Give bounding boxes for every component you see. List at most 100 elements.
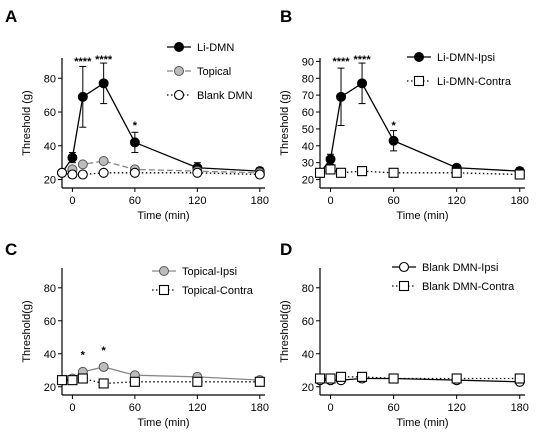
x-tick-label: 120 xyxy=(447,195,465,207)
significance-label: **** xyxy=(332,56,350,68)
y-axis-title: Threshold (g) xyxy=(21,90,33,155)
series-2-point xyxy=(451,373,462,384)
series-2-point xyxy=(129,376,140,387)
y-tick-label: 60 xyxy=(302,316,314,328)
x-axis-title: Time (min) xyxy=(396,210,448,222)
y-axis-title: Threshold(g) xyxy=(21,300,33,362)
series-2-point xyxy=(325,164,336,175)
legend-label-1: Li-DMN-Ipsi xyxy=(437,52,495,64)
x-tick-label: 60 xyxy=(387,402,399,414)
series-2-point xyxy=(514,169,525,180)
series-2-point xyxy=(77,373,88,384)
series-2-point xyxy=(254,376,265,387)
y-axis-title: Threshold(g) xyxy=(279,300,291,362)
series-line-1 xyxy=(61,366,260,381)
panel-letter-b: B xyxy=(280,7,292,26)
y-tick-label: 60 xyxy=(44,107,56,119)
series-line-2 xyxy=(62,377,260,385)
series-3-point xyxy=(129,167,140,178)
y-tick-label: 40 xyxy=(302,349,314,361)
panel-letter-a: A xyxy=(5,7,17,26)
legend-marker-2 xyxy=(413,75,425,87)
y-axis-title: Threshold (g) xyxy=(279,90,291,155)
x-tick-label: 0 xyxy=(327,195,333,207)
series-1-point xyxy=(129,137,140,148)
legend-marker-1 xyxy=(414,52,424,62)
series-3-point xyxy=(56,167,68,178)
y-tick-label: 50 xyxy=(302,124,314,136)
x-tick-label: 180 xyxy=(251,402,269,414)
series-2-point xyxy=(67,375,78,386)
series-2-point xyxy=(98,378,109,389)
x-tick-label: 120 xyxy=(188,195,206,207)
series-3-point xyxy=(67,169,78,180)
panel-letter-c: C xyxy=(5,240,17,259)
legend-marker-1 xyxy=(159,266,169,276)
x-tick-label: 0 xyxy=(69,195,75,207)
y-tick-label: 20 xyxy=(44,175,56,187)
legend-label-2: Blank DMN-Contra xyxy=(422,281,515,293)
legend-marker-3 xyxy=(173,89,185,101)
legend-label-2: Li-DMN-Contra xyxy=(437,76,512,88)
y-tick-label: 80 xyxy=(302,73,314,85)
legend-label-1: Topical-Ipsi xyxy=(182,266,237,278)
y-tick-label: 40 xyxy=(44,349,56,361)
x-tick-label: 0 xyxy=(69,402,75,414)
series-2-point xyxy=(335,167,347,178)
y-tick-label: 80 xyxy=(44,73,56,85)
legend-label-3: Blank DMN xyxy=(197,90,253,102)
series-2-point xyxy=(325,373,336,384)
legend-marker-2 xyxy=(174,66,184,76)
significance-label: * xyxy=(102,345,107,357)
significance-label: * xyxy=(81,350,86,362)
x-tick-label: 180 xyxy=(511,402,529,414)
series-line-1 xyxy=(319,82,520,174)
legend-marker-1 xyxy=(398,261,410,273)
series-2-point xyxy=(314,373,326,384)
x-tick-label: 0 xyxy=(327,402,333,414)
series-2-point xyxy=(192,376,203,387)
y-tick-label: 30 xyxy=(302,158,314,170)
series-3-point xyxy=(254,169,265,180)
series-2-point xyxy=(98,155,109,166)
x-axis-title: Time (min) xyxy=(137,417,189,429)
series-2-point xyxy=(357,166,368,177)
legend-marker-1 xyxy=(174,42,184,52)
series-1-point xyxy=(357,78,368,89)
series-line-3 xyxy=(61,172,260,176)
panel-c-chart: 20 40 60 80 0 60 120 180 Time (min) Threshold(g) *… xyxy=(21,266,269,429)
series-3-point xyxy=(98,167,109,178)
panel-a-chart: 20 40 60 80 0 60 120 180 Time (min) Threshold (g)… xyxy=(21,42,269,222)
panel-letter-d: D xyxy=(280,240,292,259)
legend-label-1: Blank DMN-Ipsi xyxy=(422,262,498,274)
y-tick-label: 20 xyxy=(44,382,56,394)
series-1-point xyxy=(325,154,336,165)
significance-label: **** xyxy=(353,54,371,66)
series-line-2 xyxy=(319,168,520,176)
x-tick-label: 60 xyxy=(129,402,141,414)
series-1-point xyxy=(98,361,109,372)
series-1-point xyxy=(336,91,347,102)
significance-label: * xyxy=(391,120,396,132)
legend-label-1: Li-DMN xyxy=(197,42,234,54)
series-1-point xyxy=(67,152,78,163)
series-2-point xyxy=(77,159,88,170)
y-tick-label: 60 xyxy=(44,316,56,328)
significance-label: **** xyxy=(74,56,92,68)
series-line-2 xyxy=(320,376,520,380)
series-3-point xyxy=(77,169,88,180)
y-tick-label: 80 xyxy=(302,283,314,295)
y-tick-label: 20 xyxy=(302,382,314,394)
x-tick-label: 60 xyxy=(129,195,141,207)
y-tick-label: 20 xyxy=(302,175,314,187)
series-2-point xyxy=(388,167,399,178)
series-2-point xyxy=(357,371,368,382)
legend-marker-2 xyxy=(158,284,170,296)
series-2-point xyxy=(335,371,347,382)
x-tick-label: 120 xyxy=(447,402,465,414)
x-axis-title: Time (min) xyxy=(137,210,189,222)
y-tick-label: 40 xyxy=(302,141,314,153)
series-2-point xyxy=(451,167,462,178)
y-tick-label: 60 xyxy=(302,107,314,119)
